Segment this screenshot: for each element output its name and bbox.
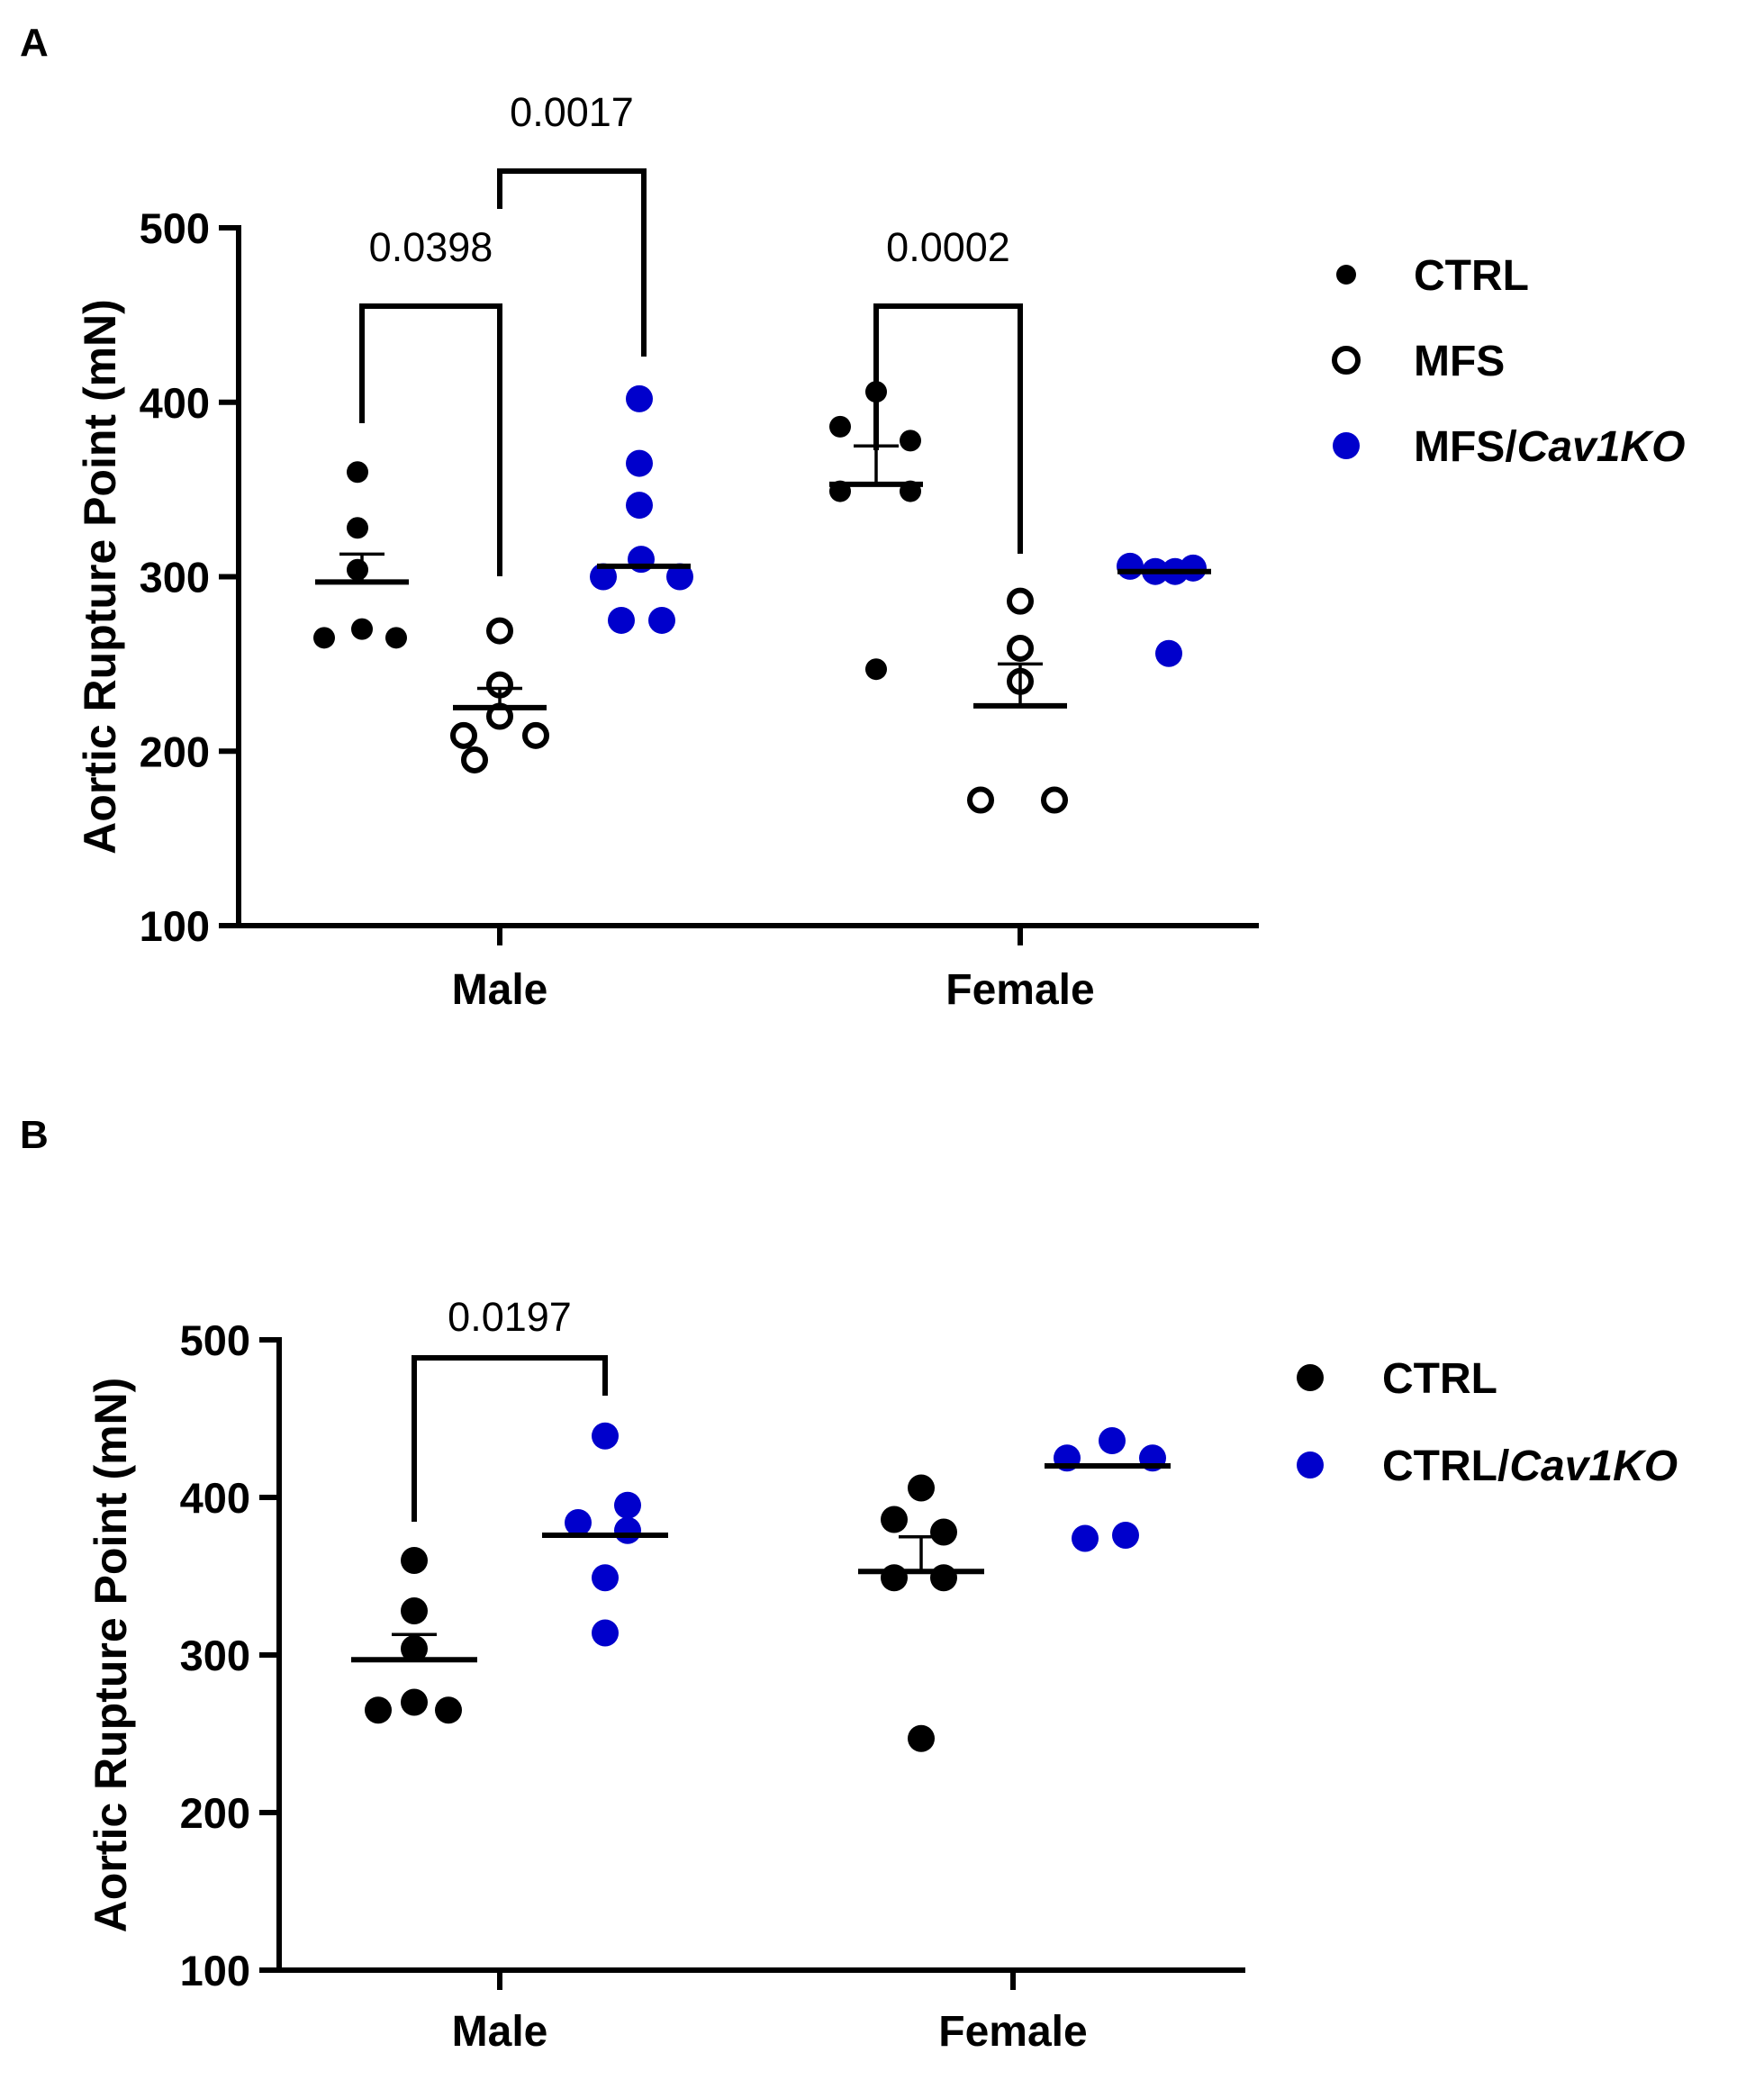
y-tick-label: 500	[140, 204, 210, 252]
panel-label: B	[20, 1113, 49, 1157]
data-point	[450, 721, 477, 749]
significance-bracket	[412, 1355, 608, 1522]
legend-marker	[1297, 1364, 1324, 1391]
data-point	[592, 1619, 619, 1647]
p-value-label: 0.0017	[510, 89, 634, 135]
data-point	[401, 1597, 428, 1624]
x-category-label: Female	[945, 966, 1094, 1014]
x-category-label: Male	[452, 966, 548, 1014]
p-value-label: 0.0398	[369, 224, 493, 270]
legend-marker	[1333, 432, 1360, 459]
y-axis-title: Aortic Rupture Point (mN)	[86, 1378, 136, 1933]
data-point	[1007, 587, 1034, 615]
legend-marker	[1332, 346, 1361, 375]
data-point	[1155, 639, 1182, 667]
data-point	[401, 1688, 428, 1716]
data-point	[865, 658, 887, 681]
data-point	[590, 563, 617, 591]
panel-label: A	[20, 21, 49, 65]
y-tick-label: 100	[140, 902, 210, 950]
data-point	[401, 1547, 428, 1574]
y-tick-label: 100	[180, 1947, 250, 1994]
y-tick-label: 500	[180, 1316, 250, 1364]
y-tick-label: 300	[180, 1632, 250, 1679]
data-point	[1112, 1522, 1139, 1549]
data-point	[347, 558, 368, 581]
data-point	[930, 1518, 957, 1546]
legend: CTRL MFS MFS/Cav1KO	[1332, 252, 1685, 471]
data-point	[347, 461, 368, 484]
y-tick-label: 400	[140, 379, 210, 427]
data-point	[435, 1696, 462, 1724]
data-point	[592, 1564, 619, 1592]
data-point	[461, 746, 488, 773]
significance-bracket	[359, 303, 502, 576]
data-point	[313, 627, 335, 649]
data-point	[881, 1506, 908, 1533]
legend-marker	[1336, 265, 1356, 285]
y-tick-label: 200	[140, 728, 210, 775]
data-point	[967, 786, 994, 814]
x-category-label: Male	[452, 2008, 548, 2056]
data-point	[908, 1724, 935, 1752]
data-point	[626, 492, 653, 520]
data-point	[1072, 1524, 1099, 1552]
p-value-label: 0.0002	[886, 224, 1010, 270]
x-category-label: Female	[938, 2008, 1087, 2056]
legend-label: CTRL	[1382, 1355, 1497, 1403]
data-point	[1180, 554, 1207, 582]
data-point	[930, 1564, 957, 1592]
legend-label: MFS	[1414, 338, 1505, 385]
data-point	[900, 430, 921, 452]
data-point	[614, 1491, 641, 1519]
legend-label: MFS/Cav1KO	[1414, 423, 1685, 471]
data-point	[592, 1422, 619, 1450]
data-point	[626, 384, 653, 412]
y-tick-label: 400	[180, 1474, 250, 1522]
data-point	[829, 415, 851, 438]
data-point	[351, 618, 373, 640]
data-point	[1007, 634, 1034, 662]
chart-panel-A: A 100 200 300 400 500 Aortic Rupture Point (mN…	[20, 21, 1685, 1014]
p-value-label: 0.0197	[448, 1294, 572, 1340]
data-point	[365, 1696, 392, 1724]
data-point	[385, 627, 407, 649]
data-point	[347, 517, 368, 539]
data-point	[614, 1516, 641, 1544]
data-point	[908, 1474, 935, 1502]
data-point	[608, 606, 635, 634]
data-point	[881, 1564, 908, 1592]
data-point	[1117, 552, 1144, 580]
chart-panel-B: B 100 200 300 400 500 Aortic Rupture Point (mN…	[20, 1113, 1678, 2056]
data-point	[522, 721, 549, 749]
legend-label: CTRL	[1414, 252, 1529, 300]
data-point	[666, 563, 693, 591]
y-axis-title: Aortic Rupture Point (mN)	[75, 299, 125, 855]
data-point	[626, 449, 653, 477]
y-tick-label: 300	[140, 554, 210, 601]
y-tick-label: 200	[180, 1789, 250, 1837]
significance-bracket	[873, 303, 1023, 554]
data-point	[1099, 1427, 1126, 1454]
legend: CTRL CTRL/Cav1KO	[1297, 1355, 1678, 1490]
data-point	[565, 1509, 592, 1536]
significance-bracket	[497, 168, 647, 357]
legend-marker	[1297, 1451, 1324, 1479]
legend-label: CTRL/Cav1KO	[1382, 1442, 1678, 1490]
data-point	[648, 606, 675, 634]
data-point	[486, 617, 513, 645]
data-point	[1041, 786, 1068, 814]
